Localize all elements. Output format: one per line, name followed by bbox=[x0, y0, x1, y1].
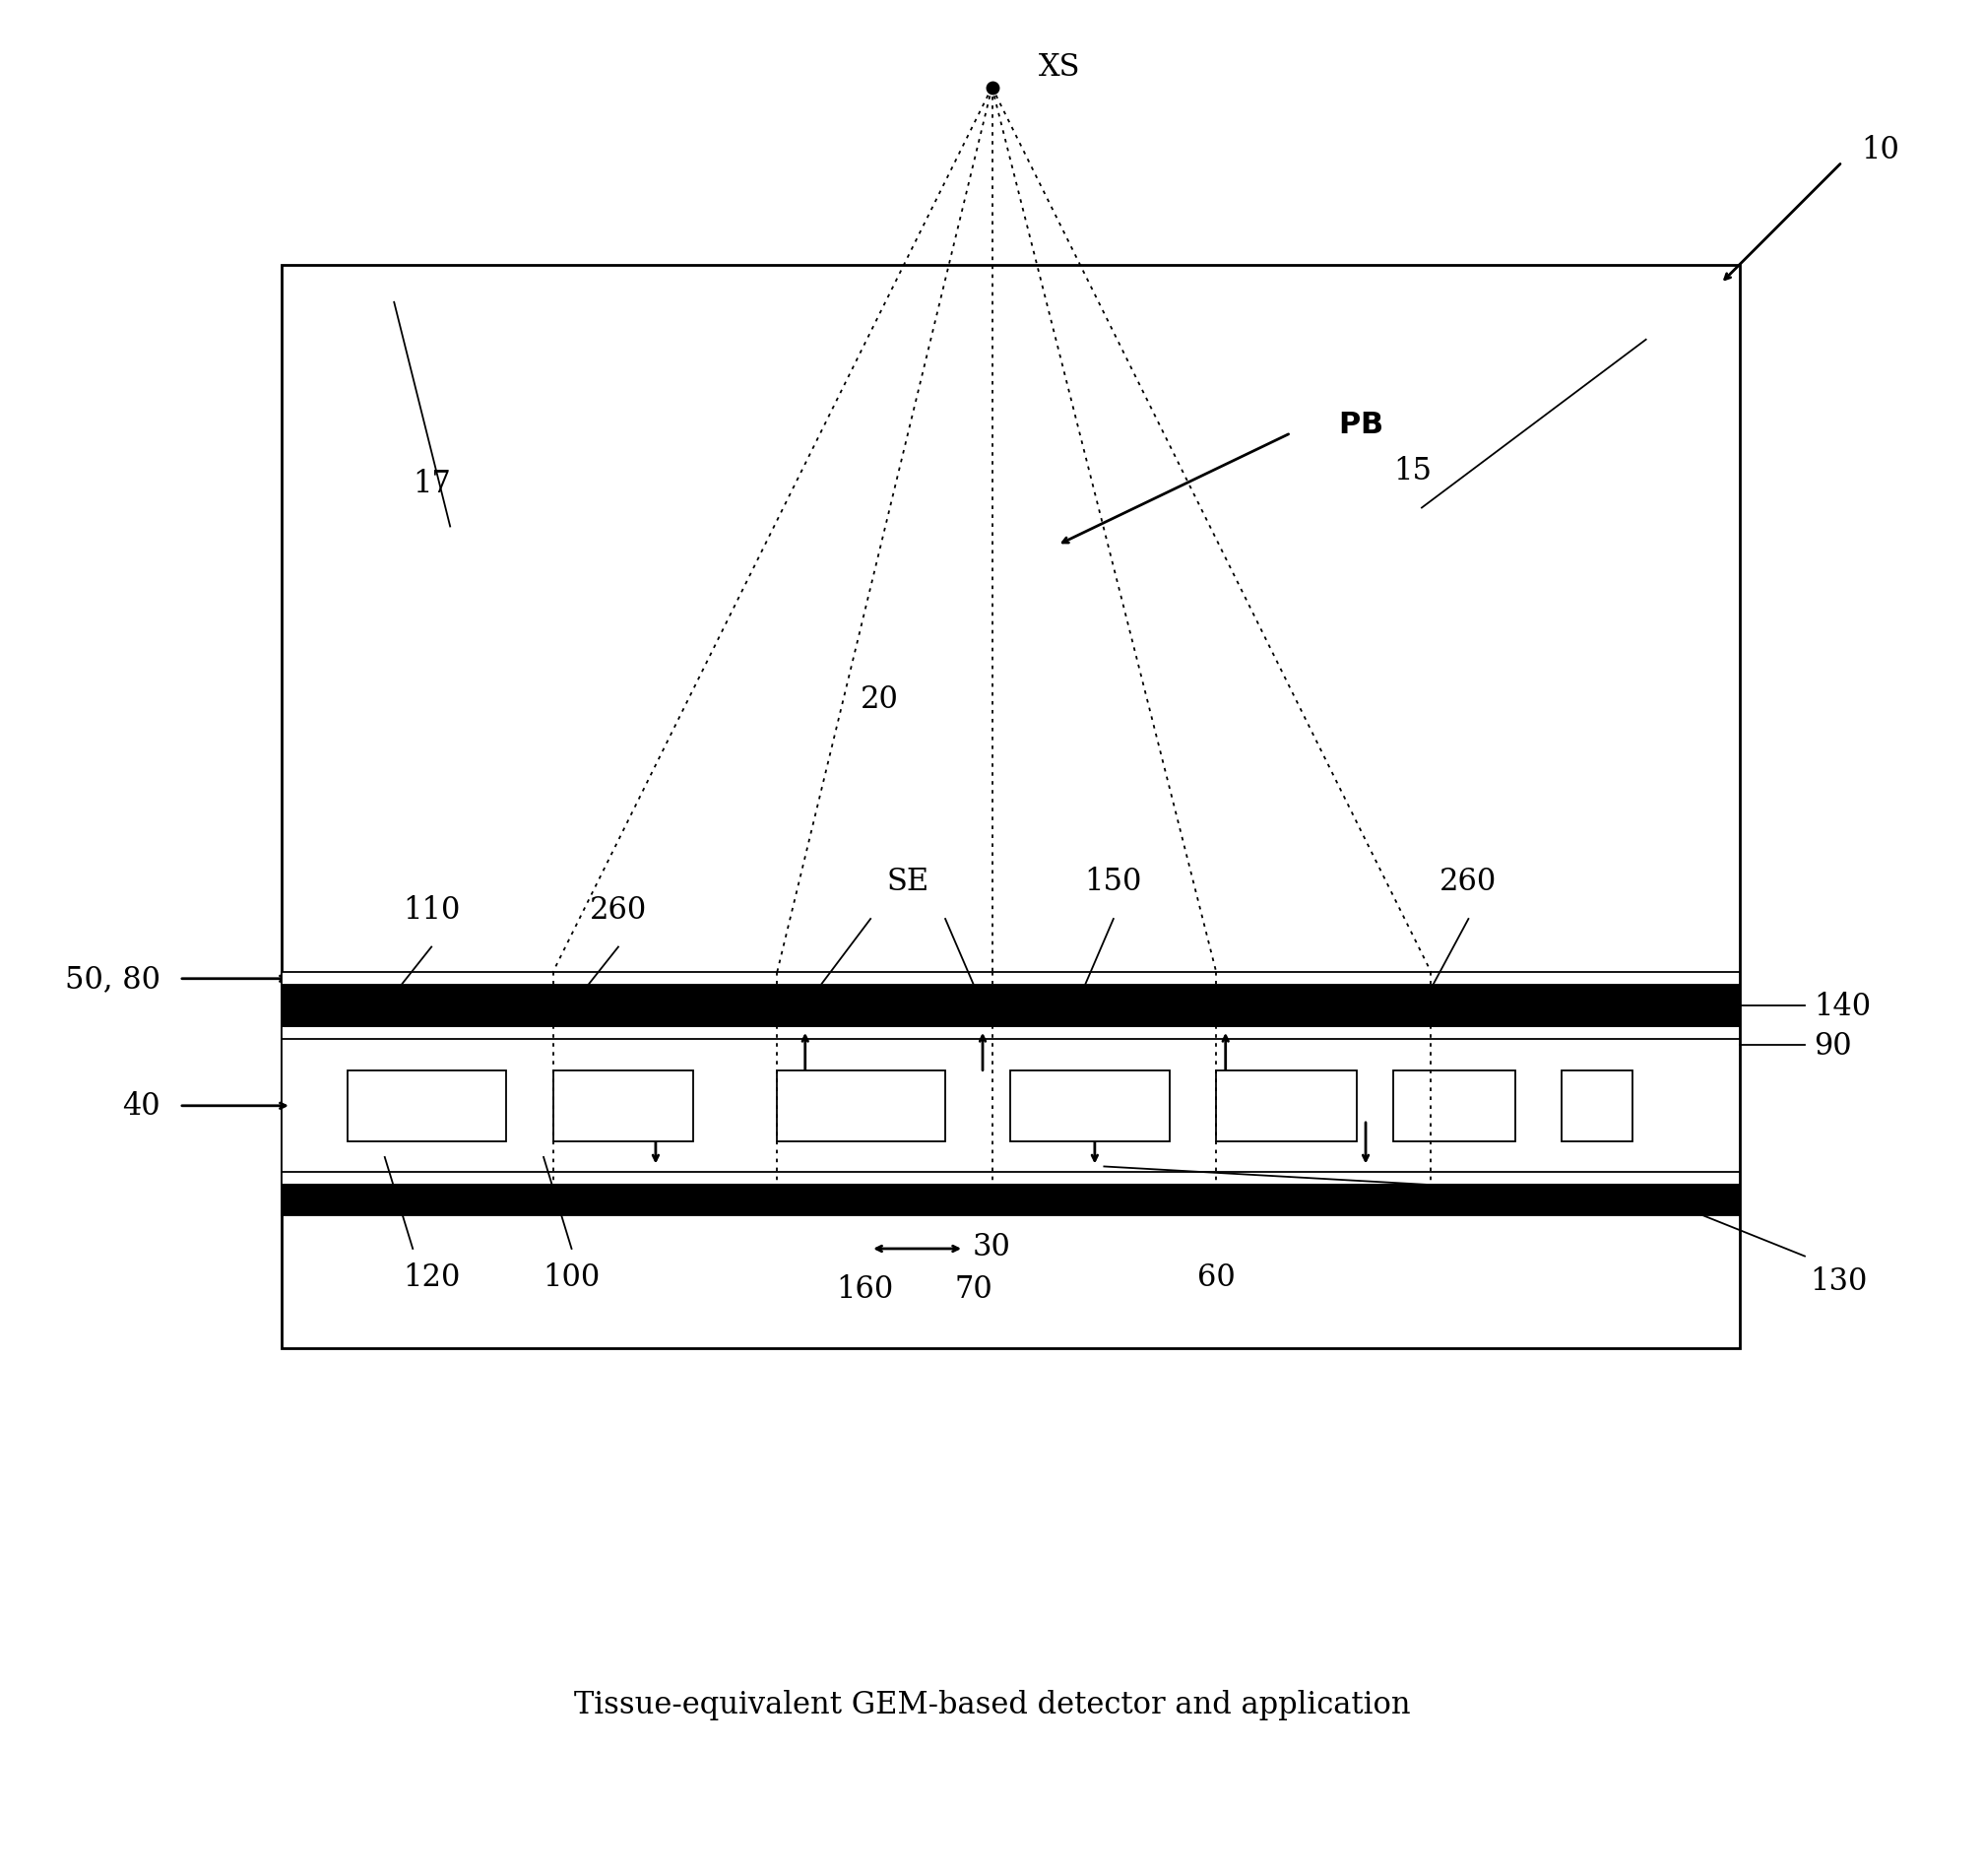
Text: 260: 260 bbox=[589, 895, 646, 925]
Text: 70: 70 bbox=[954, 1274, 992, 1304]
Text: 30: 30 bbox=[972, 1231, 1011, 1261]
Text: 150: 150 bbox=[1085, 867, 1142, 897]
Bar bbox=[282, 985, 1739, 1026]
Text: 20: 20 bbox=[861, 683, 898, 715]
Bar bbox=[1392, 1071, 1515, 1142]
Bar bbox=[282, 1026, 1739, 1186]
Text: 110: 110 bbox=[403, 895, 460, 925]
Text: 120: 120 bbox=[403, 1263, 460, 1293]
Bar bbox=[777, 1071, 944, 1142]
Bar bbox=[553, 1071, 692, 1142]
Bar bbox=[1009, 1071, 1168, 1142]
Bar bbox=[1561, 1071, 1632, 1142]
Text: Tissue-equivalent GEM-based detector and application: Tissue-equivalent GEM-based detector and… bbox=[573, 1688, 1410, 1718]
Text: 40: 40 bbox=[123, 1090, 161, 1122]
Text: 260: 260 bbox=[1440, 867, 1497, 897]
Bar bbox=[347, 1071, 506, 1142]
Text: 160: 160 bbox=[837, 1274, 892, 1304]
Text: 50, 80: 50, 80 bbox=[65, 964, 161, 994]
Text: $\mathbf{PB}$: $\mathbf{PB}$ bbox=[1337, 409, 1382, 439]
Bar bbox=[1216, 1071, 1356, 1142]
Bar bbox=[282, 266, 1739, 1349]
Text: 130: 130 bbox=[1808, 1266, 1866, 1296]
Text: SE: SE bbox=[886, 867, 928, 897]
Text: 10: 10 bbox=[1860, 135, 1898, 165]
Bar bbox=[282, 972, 1739, 985]
Text: 140: 140 bbox=[1812, 991, 1870, 1021]
Bar bbox=[282, 1186, 1739, 1216]
Text: XS: XS bbox=[1039, 53, 1081, 83]
Text: 15: 15 bbox=[1392, 456, 1432, 486]
Text: 100: 100 bbox=[543, 1263, 601, 1293]
Text: 17: 17 bbox=[412, 469, 450, 499]
Text: 90: 90 bbox=[1812, 1030, 1852, 1060]
Text: 60: 60 bbox=[1198, 1263, 1235, 1293]
